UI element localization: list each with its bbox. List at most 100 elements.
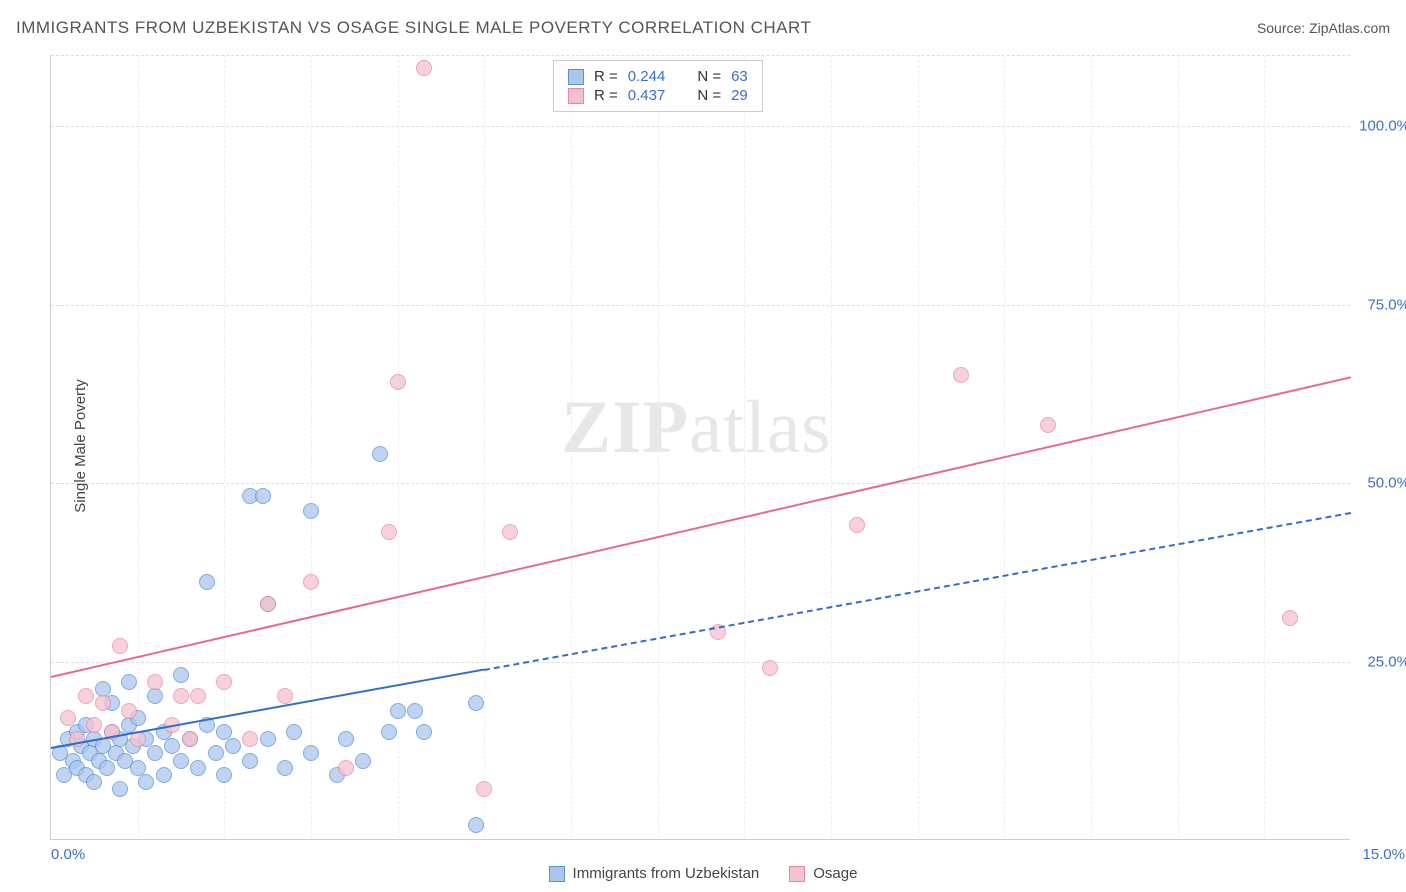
data-point	[121, 674, 137, 690]
x-tick-label: 0.0%	[51, 846, 85, 863]
gridline-v	[1091, 55, 1092, 839]
data-point	[147, 688, 163, 704]
stats-row: R = 0.437N = 29	[568, 86, 748, 105]
gridline-h	[51, 55, 1350, 56]
data-point	[468, 817, 484, 833]
data-point	[416, 60, 432, 76]
gridline-v	[918, 55, 919, 839]
n-value: 63	[731, 68, 748, 85]
data-point	[60, 710, 76, 726]
data-point	[242, 731, 258, 747]
data-point	[286, 724, 302, 740]
data-point	[199, 574, 215, 590]
data-point	[372, 446, 388, 462]
gridline-v	[484, 55, 485, 839]
data-point	[255, 488, 271, 504]
watermark: ZIPatlas	[561, 385, 831, 471]
data-point	[138, 774, 154, 790]
data-point	[355, 753, 371, 769]
gridline-v	[1178, 55, 1179, 839]
y-tick-label: 25.0%	[1355, 653, 1406, 670]
legend-item-osage: Osage	[789, 865, 857, 882]
data-point	[173, 667, 189, 683]
data-point	[121, 703, 137, 719]
data-point	[182, 731, 198, 747]
data-point	[338, 760, 354, 776]
data-point	[99, 760, 115, 776]
gridline-v	[744, 55, 745, 839]
data-point	[303, 745, 319, 761]
data-point	[953, 367, 969, 383]
stats-legend-box: R = 0.244N = 63R = 0.437N = 29	[553, 60, 763, 112]
stats-row: R = 0.244N = 63	[568, 67, 748, 86]
legend-swatch-icon	[549, 866, 565, 882]
bottom-legend: Immigrants from Uzbekistan Osage	[0, 865, 1406, 882]
gridline-v	[831, 55, 832, 839]
gridline-v	[1004, 55, 1005, 839]
legend-item-uzbekistan: Immigrants from Uzbekistan	[549, 865, 760, 882]
data-point	[381, 724, 397, 740]
data-point	[147, 674, 163, 690]
plot-area: ZIPatlas 25.0%50.0%75.0%100.0%0.0%15.0%	[50, 55, 1350, 840]
data-point	[390, 703, 406, 719]
title-bar: IMMIGRANTS FROM UZBEKISTAN VS OSAGE SING…	[16, 18, 1390, 38]
data-point	[225, 738, 241, 754]
data-point	[416, 724, 432, 740]
trend-line	[51, 376, 1351, 678]
data-point	[86, 774, 102, 790]
y-tick-label: 50.0%	[1355, 475, 1406, 492]
r-value: 0.437	[628, 87, 666, 104]
data-point	[190, 760, 206, 776]
data-point	[208, 745, 224, 761]
data-point	[86, 717, 102, 733]
y-tick-label: 75.0%	[1355, 296, 1406, 313]
legend-swatch-icon	[568, 88, 584, 104]
legend-swatch-icon	[789, 866, 805, 882]
gridline-v	[1264, 55, 1265, 839]
r-value: 0.244	[628, 68, 666, 85]
y-tick-label: 100.0%	[1355, 118, 1406, 135]
gridline-h	[51, 305, 1350, 306]
data-point	[849, 517, 865, 533]
data-point	[78, 688, 94, 704]
data-point	[216, 767, 232, 783]
legend-label: Osage	[813, 865, 857, 882]
data-point	[502, 524, 518, 540]
data-point	[407, 703, 423, 719]
data-point	[112, 638, 128, 654]
gridline-v	[398, 55, 399, 839]
gridline-v	[571, 55, 572, 839]
data-point	[260, 596, 276, 612]
data-point	[112, 781, 128, 797]
data-point	[762, 660, 778, 676]
gridline-v	[224, 55, 225, 839]
data-point	[173, 688, 189, 704]
data-point	[95, 695, 111, 711]
data-point	[381, 524, 397, 540]
x-tick-label: 15.0%	[1350, 846, 1405, 863]
legend-swatch-icon	[568, 69, 584, 85]
data-point	[468, 695, 484, 711]
data-point	[173, 753, 189, 769]
gridline-h	[51, 662, 1350, 663]
data-point	[303, 503, 319, 519]
data-point	[147, 745, 163, 761]
gridline-h	[51, 126, 1350, 127]
gridline-v	[658, 55, 659, 839]
data-point	[190, 688, 206, 704]
data-point	[216, 674, 232, 690]
data-point	[303, 574, 319, 590]
source-label: Source: ZipAtlas.com	[1257, 20, 1390, 36]
data-point	[476, 781, 492, 797]
chart-title: IMMIGRANTS FROM UZBEKISTAN VS OSAGE SING…	[16, 18, 811, 38]
data-point	[277, 688, 293, 704]
data-point	[338, 731, 354, 747]
data-point	[156, 767, 172, 783]
data-point	[242, 753, 258, 769]
gridline-h	[51, 483, 1350, 484]
data-point	[260, 731, 276, 747]
data-point	[277, 760, 293, 776]
gridline-v	[311, 55, 312, 839]
data-point	[1040, 417, 1056, 433]
data-point	[1282, 610, 1298, 626]
